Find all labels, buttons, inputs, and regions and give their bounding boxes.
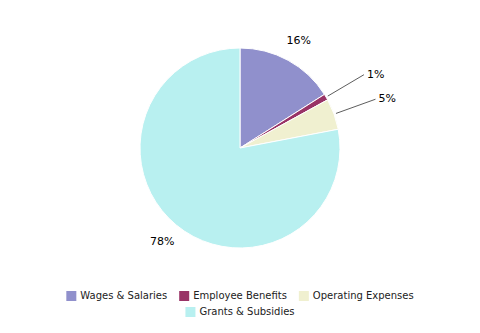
legend-swatch bbox=[299, 291, 309, 301]
legend-item: Operating Expenses bbox=[299, 290, 414, 301]
legend: Wages & Salaries Employee Benefits Operati… bbox=[66, 290, 413, 317]
data-label: 16% bbox=[287, 34, 311, 47]
data-label: 78% bbox=[150, 235, 174, 248]
chart: 16% 1% 5% 78% Wages & Salaries Employee Benef… bbox=[0, 0, 480, 333]
legend-swatch bbox=[66, 291, 76, 301]
data-labels: 16% 1% 5% 78% bbox=[150, 34, 396, 248]
legend-swatch bbox=[179, 291, 189, 301]
slice bbox=[140, 48, 340, 248]
legend-label: Wages & Salaries bbox=[80, 290, 167, 301]
legend-swatch bbox=[185, 307, 195, 317]
legend-label: Grants & Subsidies bbox=[199, 306, 294, 317]
legend-item: Employee Benefits bbox=[179, 290, 287, 301]
legend-label: Operating Expenses bbox=[313, 290, 414, 301]
legend-label: Employee Benefits bbox=[193, 290, 287, 301]
leader-line bbox=[328, 75, 364, 96]
legend-item: Wages & Salaries bbox=[66, 290, 167, 301]
data-label: 1% bbox=[367, 68, 384, 81]
pie bbox=[140, 48, 340, 248]
leader-line bbox=[336, 99, 376, 113]
data-label: 5% bbox=[378, 92, 395, 105]
legend-item: Grants & Subsidies bbox=[185, 306, 294, 317]
